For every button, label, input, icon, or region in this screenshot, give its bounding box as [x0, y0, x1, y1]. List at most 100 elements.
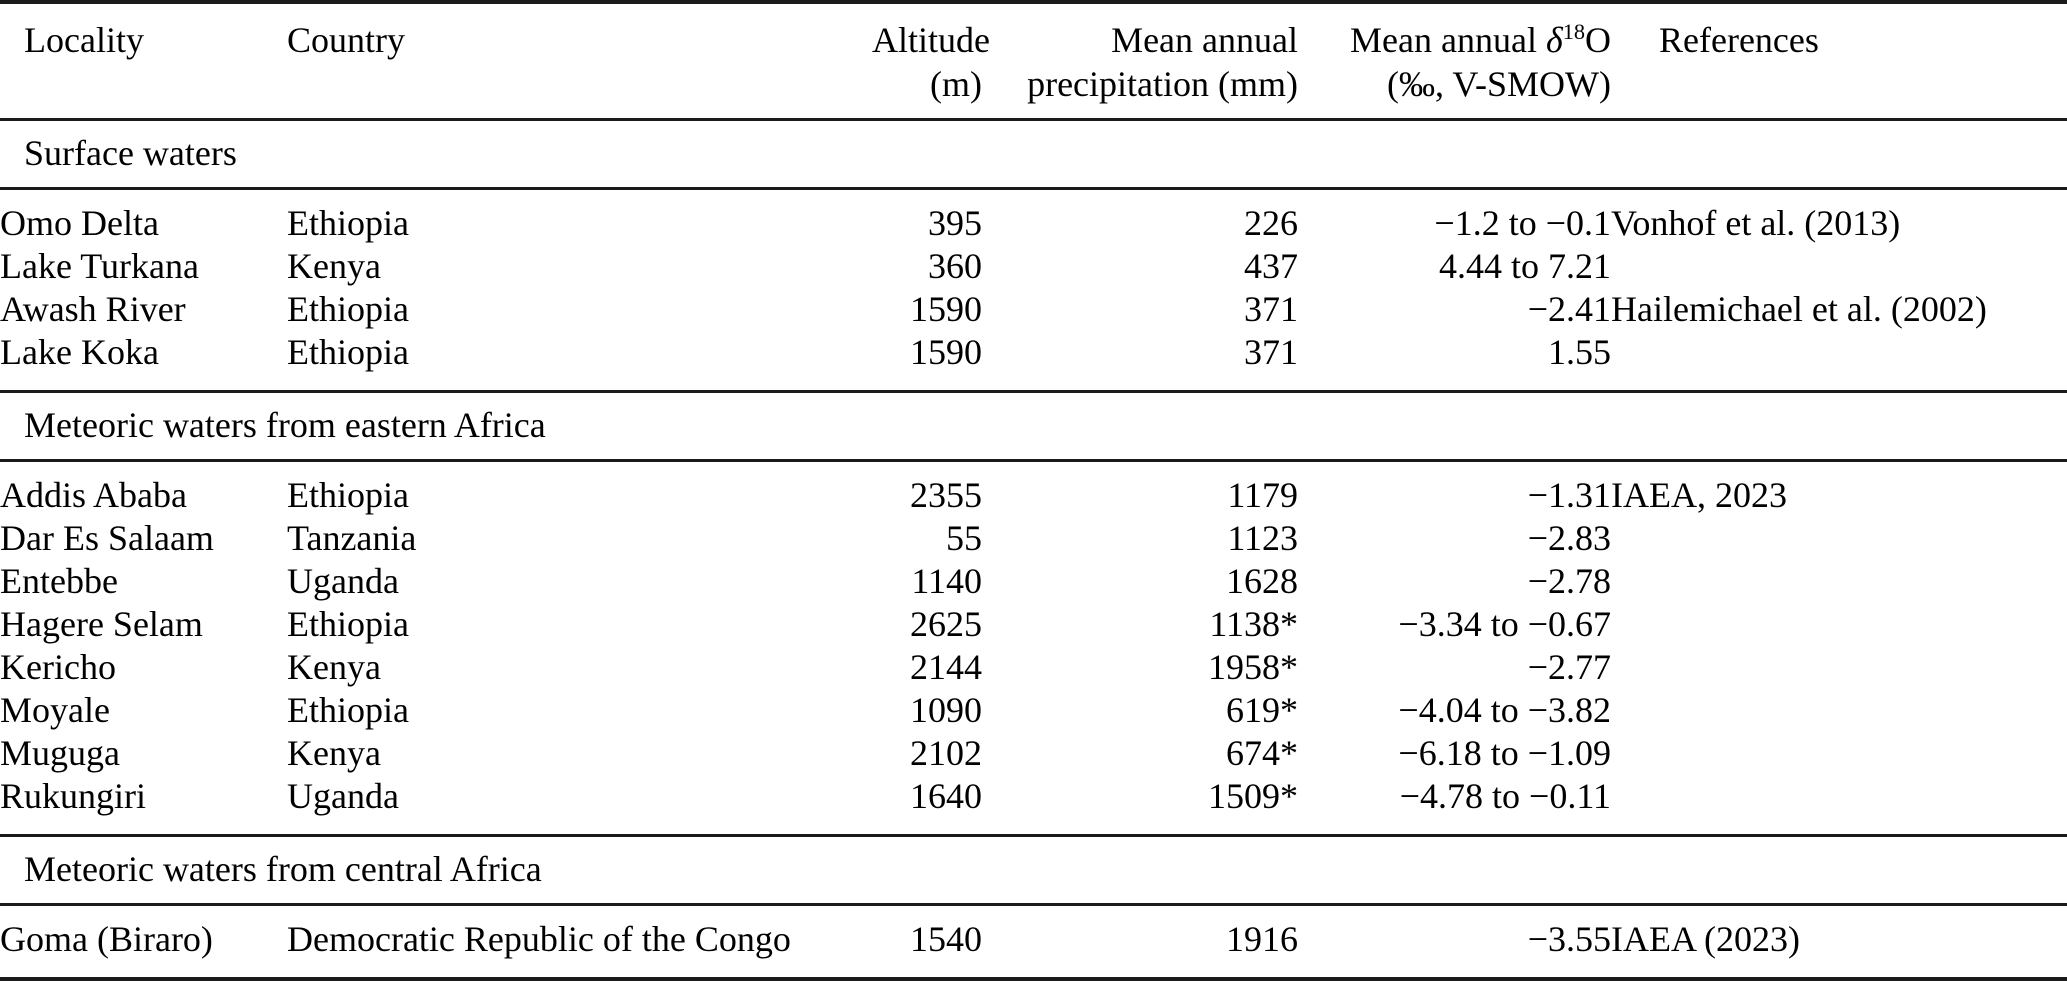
table-row: Lake Turkana Kenya 360 437 4.44 to 7.21	[0, 245, 2067, 288]
col-header-d18o-line2: (‰, V-SMOW)	[1386, 64, 1611, 104]
cell-precip: 674*	[1226, 733, 1298, 773]
cell-d18o: −2.83	[1527, 518, 1611, 558]
cell-reference: IAEA (2023)	[1611, 919, 1800, 959]
cell-d18o: −3.34 to −0.67	[1398, 604, 1611, 644]
cell-locality: Lake Turkana	[0, 246, 199, 286]
cell-altitude: 2102	[910, 733, 982, 773]
section-header-row: Meteoric waters from central Africa	[0, 834, 2067, 906]
cell-country: Ethiopia	[287, 203, 409, 243]
cell-reference	[1611, 331, 2067, 392]
cell-precip: 1509*	[1208, 776, 1298, 816]
table-row: Awash River Ethiopia 1590 371 −2.41 Hailemich…	[0, 288, 2067, 331]
cell-reference	[1611, 517, 2067, 560]
cell-altitude: 1590	[910, 289, 982, 329]
col-header-references: References	[1611, 2, 2067, 121]
cell-country: Uganda	[287, 561, 399, 601]
cell-altitude: 1140	[911, 561, 982, 601]
cell-altitude: 2625	[910, 604, 982, 644]
cell-d18o: 1.55	[1548, 332, 1611, 372]
cell-country: Ethiopia	[287, 332, 409, 372]
cell-altitude: 1590	[910, 332, 982, 372]
cell-reference	[1611, 560, 2067, 603]
header-row: Locality Country Altitude (m) Mean annua…	[0, 2, 2067, 121]
cell-locality: Omo Delta	[0, 203, 159, 243]
table-row: Lake Koka Ethiopia 1590 371 1.55	[0, 331, 2067, 392]
cell-d18o: −4.04 to −3.82	[1398, 690, 1611, 730]
cell-precip: 437	[1244, 246, 1298, 286]
cell-precip: 1138*	[1209, 604, 1298, 644]
cell-reference	[1611, 689, 2067, 732]
cell-d18o: −2.78	[1527, 561, 1611, 601]
col-header-altitude-line2: (m)	[930, 64, 982, 104]
cell-d18o: −2.41	[1527, 289, 1611, 329]
table-row: Entebbe Uganda 1140 1628 −2.78	[0, 560, 2067, 603]
table-row: Moyale Ethiopia 1090 619* −4.04 to −3.82	[0, 689, 2067, 732]
section-header: Surface waters	[0, 118, 2067, 190]
col-header-locality: Locality	[0, 2, 287, 121]
cell-reference	[1611, 646, 2067, 689]
cell-altitude: 395	[928, 203, 982, 243]
cell-altitude: 1090	[910, 690, 982, 730]
cell-precip: 1958*	[1208, 647, 1298, 687]
cell-reference	[1611, 732, 2067, 775]
cell-locality: Goma (Biraro)	[0, 919, 213, 959]
cell-locality: Kericho	[0, 647, 116, 687]
cell-precip: 226	[1244, 203, 1298, 243]
cell-d18o: −1.31	[1527, 475, 1611, 515]
cell-reference	[1611, 245, 2067, 288]
cell-country: Kenya	[287, 246, 381, 286]
cell-d18o: −2.77	[1527, 647, 1611, 687]
cell-country: Kenya	[287, 733, 381, 773]
cell-locality: Addis Ababa	[0, 475, 187, 515]
cell-country: Kenya	[287, 647, 381, 687]
table-row: Addis Ababa Ethiopia 2355 1179 −1.31 IAEA, 20…	[0, 461, 2067, 518]
isotope-superscript: 18	[1562, 19, 1585, 44]
table-row: Muguga Kenya 2102 674* −6.18 to −1.09	[0, 732, 2067, 775]
table-row: Kericho Kenya 2144 1958* −2.77	[0, 646, 2067, 689]
cell-altitude: 360	[928, 246, 982, 286]
cell-locality: Lake Koka	[0, 332, 159, 372]
cell-locality: Entebbe	[0, 561, 118, 601]
cell-reference	[1611, 603, 2067, 646]
cell-country: Ethiopia	[287, 289, 409, 329]
cell-reference	[1611, 775, 2067, 836]
cell-locality: Moyale	[0, 690, 110, 730]
cell-country: Tanzania	[287, 518, 417, 558]
section-header-row: Meteoric waters from eastern Africa	[0, 390, 2067, 462]
cell-reference: IAEA, 2023	[1611, 475, 1787, 515]
col-header-precipitation-line1: Mean annual	[1111, 20, 1298, 60]
cell-country: Ethiopia	[287, 690, 409, 730]
table-row: Omo Delta Ethiopia 395 226 −1.2 to −0.1 Vonho…	[0, 189, 2067, 246]
cell-locality: Hagere Selam	[0, 604, 203, 644]
cell-locality: Rukungiri	[0, 776, 147, 816]
cell-altitude: 2355	[910, 475, 982, 515]
table-row: Goma (Biraro) Democratic Republic of the …	[0, 905, 2067, 980]
col-header-d18o-line1: Mean annual δ18O	[1298, 18, 1611, 62]
oxygen-symbol: O	[1585, 20, 1611, 60]
cell-altitude: 1540	[910, 919, 982, 959]
cell-precip: 1916	[1226, 919, 1298, 959]
cell-precip: 1179	[1227, 475, 1298, 515]
section-header-row: Surface waters	[0, 118, 2067, 190]
cell-reference: Vonhof et al. (2013)	[1611, 203, 1901, 243]
delta-symbol: δ	[1545, 20, 1563, 60]
cell-d18o: 4.44 to 7.21	[1438, 246, 1611, 286]
table-row: Dar Es Salaam Tanzania 55 1123 −2.83	[0, 517, 2067, 560]
table-header: Locality Country Altitude (m) Mean annua…	[0, 2, 2067, 121]
col-header-precipitation: Mean annual precipitation (mm)	[982, 2, 1298, 121]
cell-locality: Dar Es Salaam	[0, 518, 214, 558]
table-row: Rukungiri Uganda 1640 1509* −4.78 to −0.11	[0, 775, 2067, 836]
cell-d18o: −3.55	[1527, 919, 1611, 959]
d18o-header-text: Mean annual	[1350, 20, 1546, 60]
cell-precip: 1628	[1226, 561, 1298, 601]
cell-country: Democratic Republic of the Congo	[287, 919, 791, 959]
cell-d18o: −6.18 to −1.09	[1398, 733, 1611, 773]
cell-d18o: −1.2 to −0.1	[1434, 203, 1611, 243]
cell-locality: Muguga	[0, 733, 120, 773]
cell-d18o: −4.78 to −0.11	[1399, 776, 1611, 816]
table-row: Hagere Selam Ethiopia 2625 1138* −3.34 to −0…	[0, 603, 2067, 646]
cell-country: Ethiopia	[287, 604, 409, 644]
cell-altitude: 55	[946, 518, 982, 558]
